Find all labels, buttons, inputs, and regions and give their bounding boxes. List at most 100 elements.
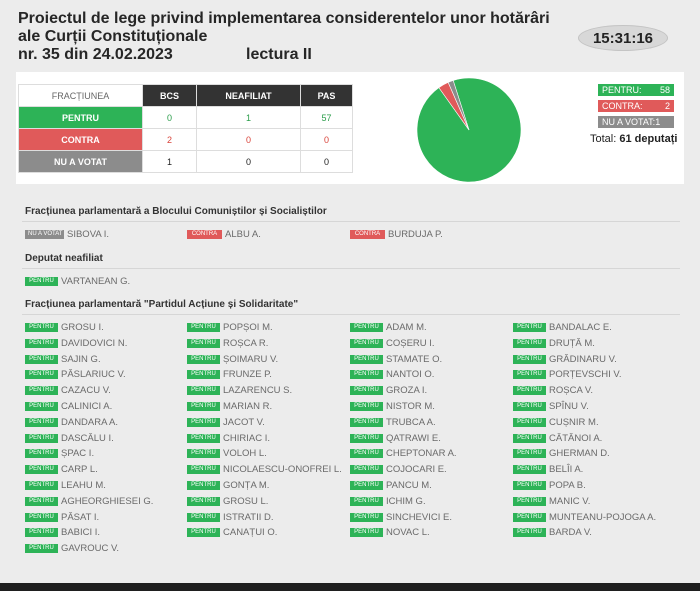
- table-cell: 0: [300, 128, 353, 151]
- table-cell: 0: [196, 128, 301, 151]
- legend-item-contra: CONTRA: 2: [598, 100, 674, 112]
- deputy-item: PENTRU DRUȚĂ M.: [513, 338, 595, 349]
- vote-badge: PENTRU: [25, 449, 58, 459]
- deputy-item: PENTRU VOLOH L.: [187, 448, 267, 459]
- vote-badge: PENTRU: [25, 402, 58, 411]
- table-cell: 0: [300, 150, 353, 173]
- legend-item-pentru: PENTRU: 58: [598, 84, 674, 96]
- column-header: PAS: [300, 84, 353, 107]
- deputy-name: COJOCARI E.: [386, 464, 447, 476]
- deputy-item: PENTRU VARTANEAN G.: [25, 276, 130, 287]
- vote-badge: PENTRU: [350, 386, 383, 396]
- legend-value: 2: [664, 101, 670, 111]
- deputy-item: PENTRU POPȘOI M.: [187, 322, 273, 333]
- deputy-item: PENTRU GRĂDINARU V.: [513, 354, 617, 365]
- table-cell: 2: [142, 128, 197, 151]
- deputy-item: PENTRU CARP L.: [25, 464, 98, 475]
- deputy-item: PENTRU ȘPAC I.: [25, 448, 94, 459]
- deputy-name: LEAHU M.: [61, 480, 106, 491]
- clock: 15:31:16: [578, 25, 668, 51]
- table-cell: 1: [142, 150, 197, 173]
- vote-badge: PENTRU: [513, 449, 546, 459]
- deputy-name: MARIAN R.: [223, 401, 273, 412]
- divider: [22, 314, 680, 315]
- vote-badge: PENTRU: [25, 433, 58, 443]
- vote-badge: PENTRU: [350, 449, 383, 459]
- vote-badge: PENTRU: [513, 433, 546, 443]
- total-deputies: Total: 61 deputați: [590, 133, 677, 145]
- vote-badge: PENTRU: [513, 481, 546, 490]
- legend-value: 1: [655, 117, 661, 127]
- deputy-name: CHIRIAC I.: [223, 432, 270, 444]
- deputy-name: NANTOI O.: [386, 369, 435, 381]
- vote-badge: PENTRU: [350, 354, 383, 364]
- legend-item-nu-a-votat: NU A VOTAT: 1: [598, 116, 674, 128]
- deputy-name: MANIC V.: [549, 495, 591, 507]
- vote-badge: PENTRU: [513, 528, 546, 538]
- vote-badge: PENTRU: [350, 402, 383, 411]
- deputy-name: LAZARENCU S.: [223, 385, 293, 397]
- deputy-item: PENTRU BABICI I.: [25, 527, 100, 538]
- deputy-item: PENTRU CHEPTONAR A.: [350, 448, 457, 459]
- section-title-pas: Fracțiunea parlamentară "Partidul Acțiun…: [25, 299, 299, 310]
- vote-badge: PENTRU: [25, 370, 58, 380]
- chart-legend: PENTRU: 58 CONTRA: 2 NU A VOTAT: 1: [598, 84, 674, 132]
- deputy-name: BURDUJA P.: [388, 229, 443, 240]
- deputy-name: ISTRATII D.: [223, 511, 274, 523]
- vote-badge: CONTRA: [350, 230, 385, 239]
- row-label-contra: CONTRA: [18, 128, 143, 151]
- deputy-name: VARTANEAN G.: [61, 276, 131, 287]
- deputy-item: PENTRU LAZARENCU S.: [187, 385, 292, 396]
- deputy-item: PENTRU CANAȚUI O.: [187, 527, 277, 538]
- vote-badge: PENTRU: [25, 544, 58, 554]
- total-label: Total:: [590, 133, 617, 145]
- deputy-name: CHEPTONAR A.: [386, 448, 457, 460]
- deputy-name: CAZACU V.: [61, 385, 111, 397]
- vote-badge: PENTRU: [513, 417, 546, 427]
- vote-badge: PENTRU: [350, 323, 383, 332]
- deputy-item: PENTRU COȘERU I.: [350, 338, 435, 349]
- row-label-nu-a-votat: NU A VOTAT: [18, 150, 143, 173]
- deputy-item: PENTRU NANTOI O.: [350, 369, 434, 380]
- deputy-item: PENTRU MANIC V.: [513, 496, 590, 507]
- table-cell: 0: [142, 106, 197, 129]
- table-row: CONTRA 2 0 0: [18, 128, 353, 151]
- deputy-item: PENTRU GHERMAN D.: [513, 448, 610, 459]
- deputy-item: PENTRU GROSU L.: [187, 496, 268, 507]
- deputy-name: GRĂDINARU V.: [549, 353, 617, 365]
- deputy-item: PENTRU GROZA I.: [350, 385, 427, 396]
- deputy-item: PENTRU PORȚEVSCHI V.: [513, 369, 622, 380]
- deputy-item: PENTRU ROȘCA R.: [187, 338, 268, 349]
- deputy-item: PENTRU TRUBCA A.: [350, 417, 436, 428]
- deputy-name: GAVROUC V.: [61, 543, 120, 555]
- deputy-item: PENTRU PĂSLARIUC V.: [25, 369, 126, 380]
- table-header-row: FRACȚIUNEA BCS NEAFILIAT PAS: [18, 84, 353, 107]
- deputy-item: PENTRU PANCU M.: [350, 480, 432, 491]
- deputy-item: PENTRU ROȘCA V.: [513, 385, 593, 396]
- deputy-name: PANCU M.: [386, 480, 432, 491]
- deputy-name: SAJIN G.: [61, 353, 101, 365]
- deputy-item: PENTRU ADAM M.: [350, 322, 427, 333]
- deputy-name: BANDALAC E.: [549, 322, 612, 333]
- deputy-name: AGHEORGHIESEI G.: [61, 495, 154, 507]
- deputy-item: PENTRU FRUNZE P.: [187, 369, 272, 380]
- deputy-item: PENTRU POPA B.: [513, 480, 586, 491]
- table-row: NU A VOTAT 1 0 0: [18, 150, 353, 173]
- deputy-item: PENTRU GROSU I.: [25, 322, 104, 333]
- deputy-name: JACOT V.: [223, 416, 265, 428]
- table-cell: 0: [196, 150, 301, 173]
- deputy-name: ICHIM G.: [386, 495, 426, 507]
- deputy-name: PĂSLARIUC V.: [61, 369, 126, 381]
- deputy-item: CONTRA BURDUJA P.: [350, 229, 443, 240]
- reading-label: lectura II: [246, 46, 312, 63]
- deputy-item: NU A VOTAT SIBOVA I.: [25, 229, 109, 240]
- section-title-bcs: Fracțiunea parlamentară a Blocului Comun…: [25, 206, 327, 217]
- divider: [22, 221, 680, 222]
- deputy-name: NICOLAESCU-ONOFREI L.: [223, 464, 342, 476]
- table-cell: 1: [196, 106, 301, 129]
- deputy-name: ALBU A.: [225, 229, 261, 240]
- deputy-item: PENTRU QATRAWI E.: [350, 433, 441, 444]
- vote-badge: PENTRU: [513, 386, 546, 396]
- vote-badge: PENTRU: [187, 370, 220, 380]
